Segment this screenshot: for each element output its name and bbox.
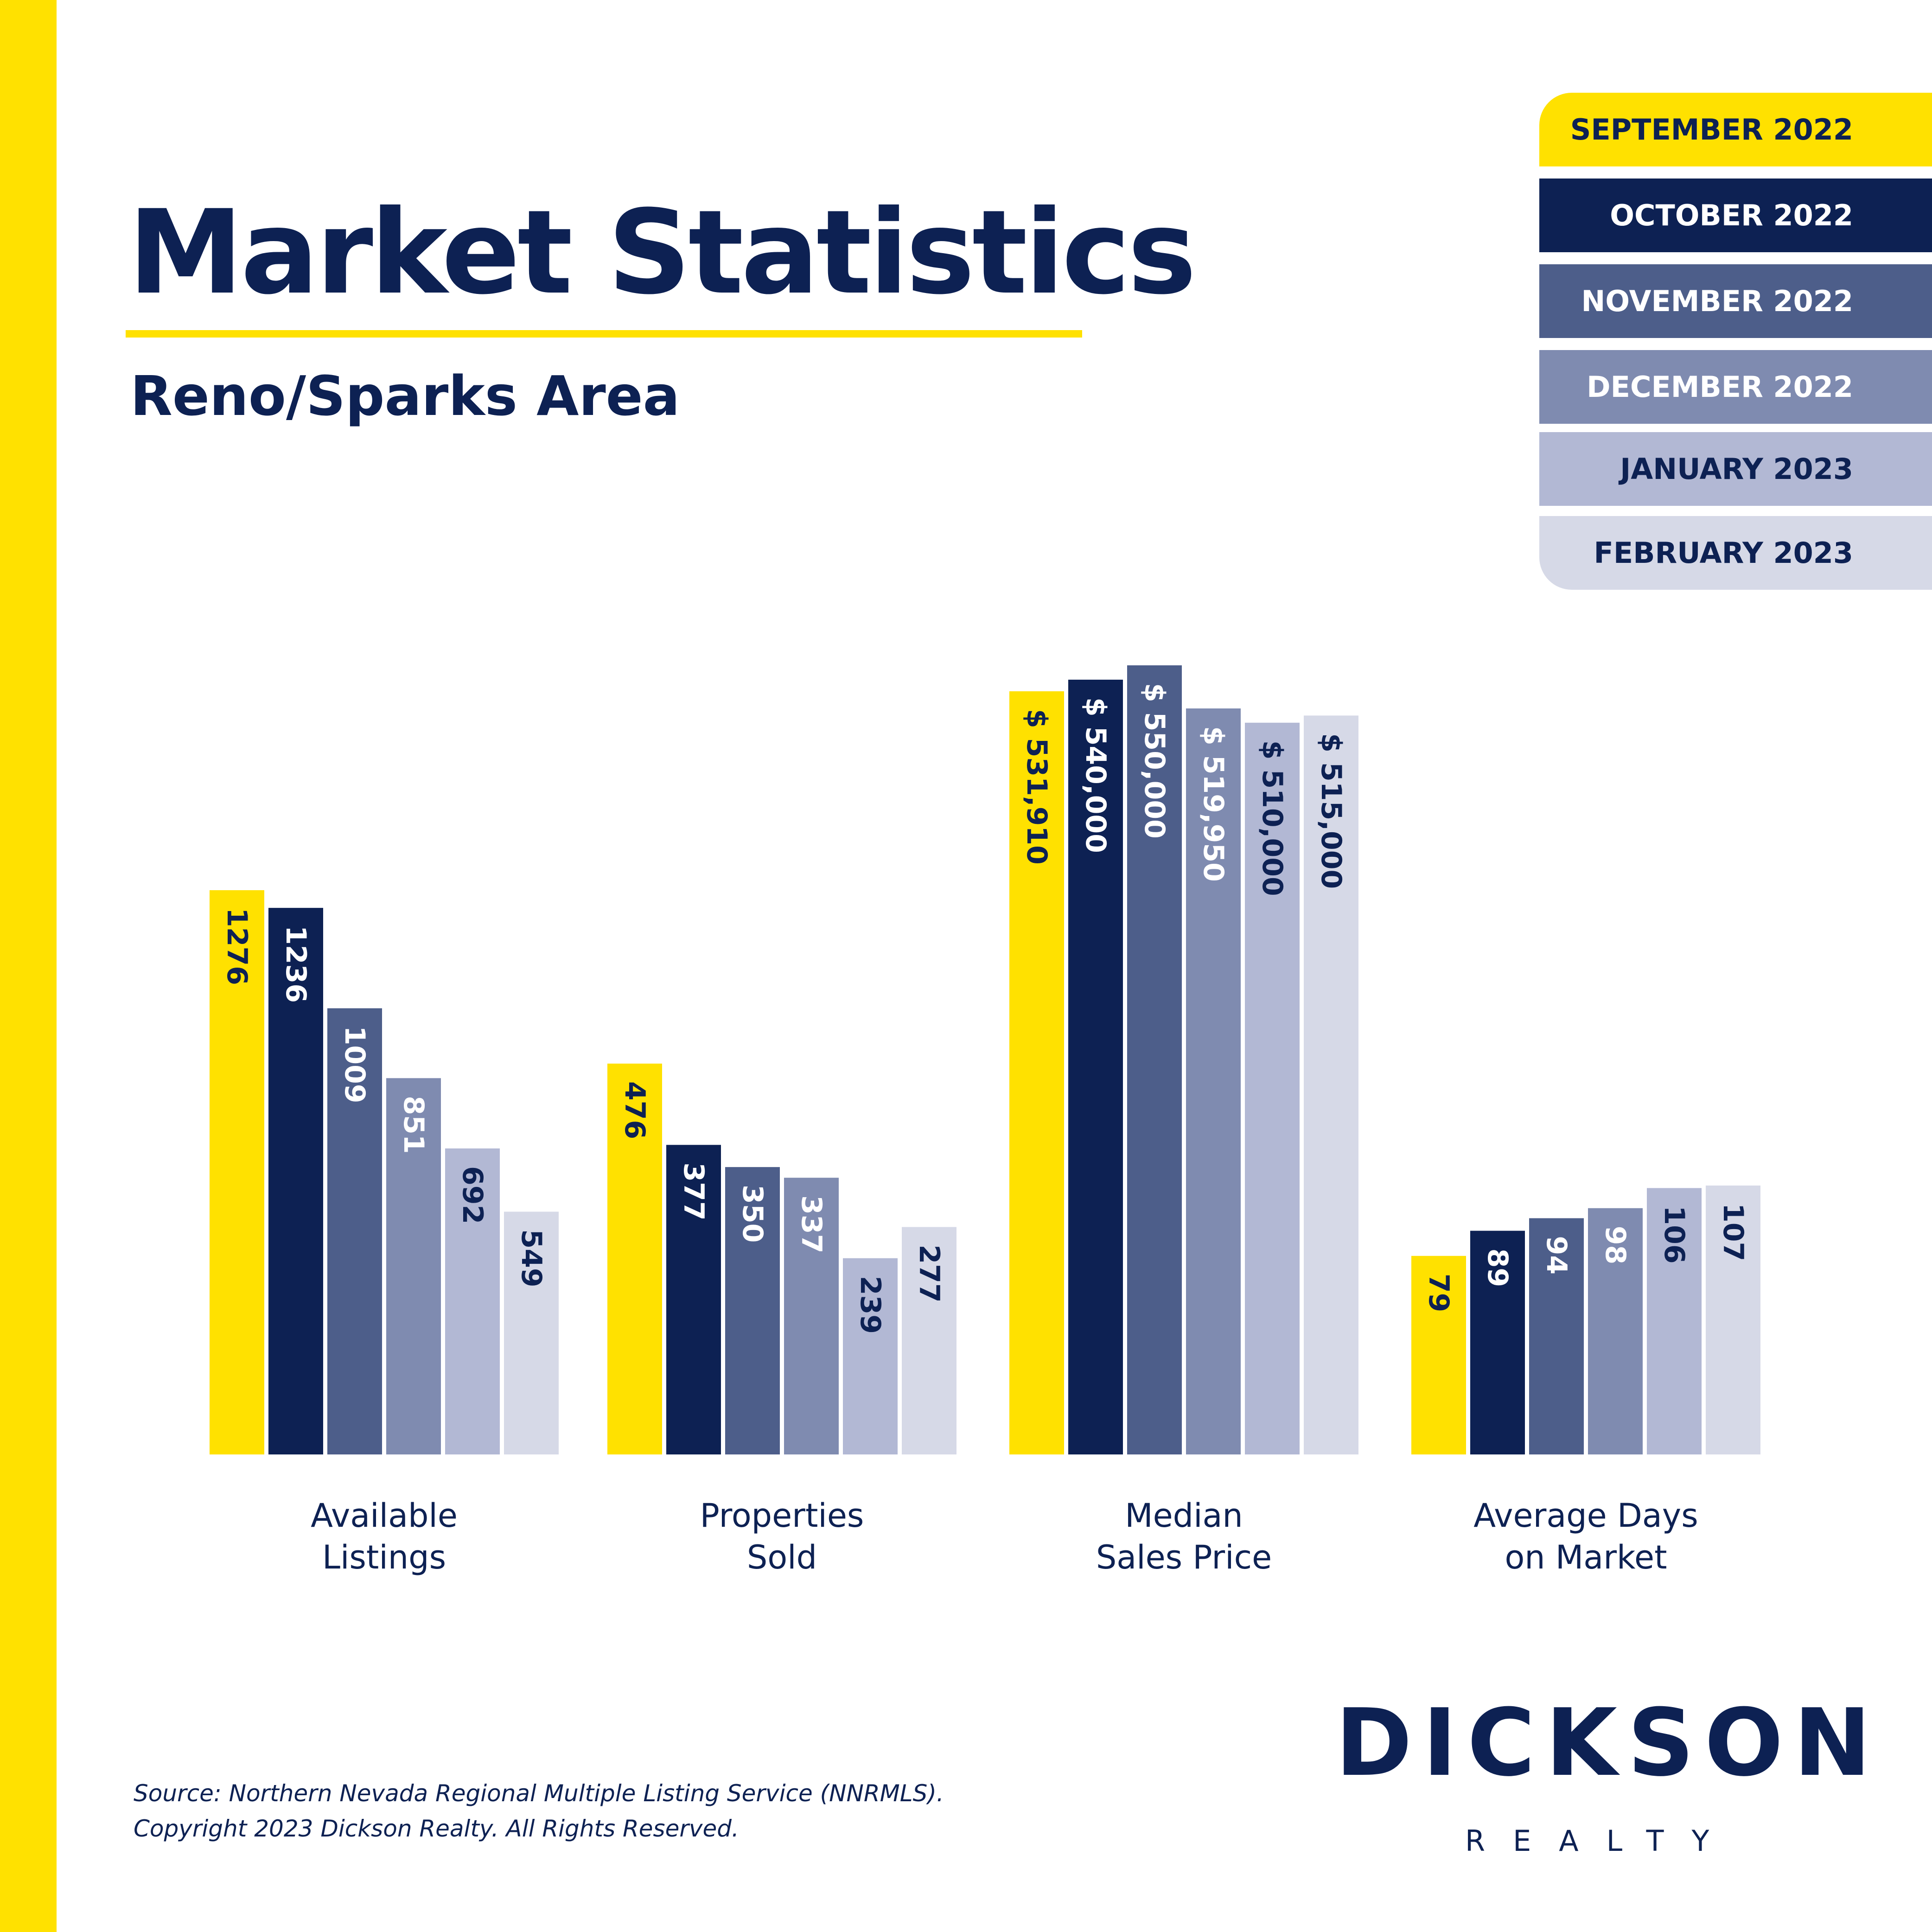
bar-properties-sold-october-2022 bbox=[666, 1145, 721, 1454]
bar-median-sales-price-november-2022 bbox=[1127, 665, 1182, 1454]
logo-wordmark: DICKSON bbox=[1335, 1689, 1881, 1797]
bar-value-label: $ 531,910 bbox=[1020, 709, 1053, 865]
bar-value-label: 1236 bbox=[280, 925, 312, 1003]
bar-value-label: $ 510,000 bbox=[1256, 740, 1288, 896]
bar-properties-sold-november-2022 bbox=[725, 1167, 780, 1454]
bar-value-label: 1009 bbox=[338, 1026, 371, 1103]
source-line: Source: Northern Nevada Regional Multipl… bbox=[134, 1780, 944, 1807]
bar-value-label: 549 bbox=[515, 1229, 548, 1287]
bar-median-sales-price-december-2022 bbox=[1186, 708, 1241, 1454]
bar-available-listings-september-2022 bbox=[210, 890, 264, 1454]
bar-properties-sold-january-2023 bbox=[843, 1258, 898, 1454]
legend-item-dec-2022: DECEMBER 2022 bbox=[1539, 350, 1932, 424]
bar-median-sales-price-september-2022 bbox=[1009, 691, 1064, 1454]
legend-label: OCTOBER 2022 bbox=[1610, 198, 1853, 232]
legend-item-nov-2022: NOVEMBER 2022 bbox=[1539, 264, 1932, 338]
category-label: Median bbox=[1125, 1497, 1243, 1535]
bar-available-listings-january-2023 bbox=[445, 1148, 500, 1454]
legend-label: DECEMBER 2022 bbox=[1587, 370, 1853, 404]
bar-value-label: 277 bbox=[913, 1244, 945, 1302]
bar-value-label: 350 bbox=[736, 1185, 769, 1243]
bar-properties-sold-february-2023 bbox=[902, 1227, 956, 1454]
bar-value-label: 94 bbox=[1540, 1236, 1573, 1275]
bar-average-days-on-market-november-2022 bbox=[1529, 1218, 1584, 1454]
bar-median-sales-price-january-2023 bbox=[1245, 722, 1300, 1454]
bar-value-label: 1276 bbox=[221, 908, 253, 985]
bar-properties-sold-september-2022 bbox=[607, 1064, 662, 1454]
bar-properties-sold-december-2022 bbox=[784, 1178, 839, 1454]
category-label: on Market bbox=[1505, 1538, 1667, 1576]
category-label: Available bbox=[311, 1497, 458, 1535]
bar-median-sales-price-february-2023 bbox=[1304, 715, 1358, 1454]
bar-average-days-on-market-october-2022 bbox=[1470, 1231, 1525, 1454]
category-label: Average Days bbox=[1473, 1497, 1698, 1535]
bar-value-label: $ 519,950 bbox=[1197, 726, 1230, 882]
left-accent-stripe bbox=[0, 0, 57, 1932]
bar-value-label: 89 bbox=[1481, 1249, 1514, 1288]
bar-value-label: 98 bbox=[1599, 1226, 1632, 1265]
bar-median-sales-price-october-2022 bbox=[1068, 679, 1123, 1454]
bar-value-label: 79 bbox=[1422, 1274, 1455, 1313]
bar-average-days-on-market-february-2023 bbox=[1706, 1186, 1760, 1454]
bar-average-days-on-market-december-2022 bbox=[1588, 1208, 1643, 1454]
legend-item-jan-2023: JANUARY 2023 bbox=[1539, 432, 1932, 506]
bar-value-label: $ 540,000 bbox=[1079, 697, 1112, 853]
bar-value-label: 107 bbox=[1717, 1203, 1749, 1261]
bar-value-label: 377 bbox=[677, 1162, 710, 1220]
bar-value-label: 106 bbox=[1658, 1205, 1690, 1263]
page-title: Market Statistics bbox=[128, 185, 1197, 320]
category-label: Sales Price bbox=[1096, 1538, 1272, 1576]
bar-average-days-on-market-january-2023 bbox=[1647, 1188, 1702, 1454]
bar-value-label: $ 515,000 bbox=[1315, 733, 1347, 889]
legend-item-feb-2023: FEBRUARY 2023 bbox=[1539, 516, 1932, 590]
bar-value-label: 239 bbox=[854, 1276, 886, 1334]
category-label: Sold bbox=[747, 1538, 817, 1576]
chart-group-median-sales-price: $ 531,910 $ 540,000 $ 550,000 $ 519,950 $ 51… bbox=[1009, 665, 1358, 1576]
legend-label: JANUARY 2023 bbox=[1620, 452, 1853, 486]
copyright-line: Copyright 2023 Dickson Realty. All Right… bbox=[134, 1815, 739, 1842]
bar-average-days-on-market-september-2022 bbox=[1411, 1256, 1466, 1454]
bar-value-label: 851 bbox=[397, 1096, 430, 1154]
title-underline bbox=[126, 330, 1082, 338]
category-label: Properties bbox=[700, 1497, 864, 1535]
bar-value-label: 337 bbox=[795, 1195, 828, 1253]
legend-item-oct-2022: OCTOBER 2022 bbox=[1539, 179, 1932, 252]
bar-available-listings-february-2023 bbox=[504, 1211, 559, 1454]
bar-available-listings-december-2022 bbox=[386, 1078, 441, 1454]
bar-available-listings-november-2022 bbox=[327, 1008, 382, 1454]
category-label: Listings bbox=[322, 1538, 446, 1576]
logo-subtitle: REALTY bbox=[1465, 1824, 1737, 1858]
legend-label: NOVEMBER 2022 bbox=[1581, 284, 1853, 318]
source-note: Source: Northern Nevada Regional Multipl… bbox=[134, 1776, 1061, 1846]
bar-value-label: 476 bbox=[618, 1081, 651, 1139]
page-subtitle: Reno/Sparks Area bbox=[130, 364, 680, 428]
legend-label: FEBRUARY 2023 bbox=[1594, 536, 1853, 570]
legend-item-sep-2022: SEPTEMBER 2022 bbox=[1539, 93, 1932, 166]
bar-value-label: 692 bbox=[456, 1166, 489, 1224]
bar-value-label: $ 550,000 bbox=[1138, 683, 1171, 839]
legend-label: SEPTEMBER 2022 bbox=[1570, 113, 1853, 147]
bar-available-listings-october-2022 bbox=[268, 908, 323, 1454]
